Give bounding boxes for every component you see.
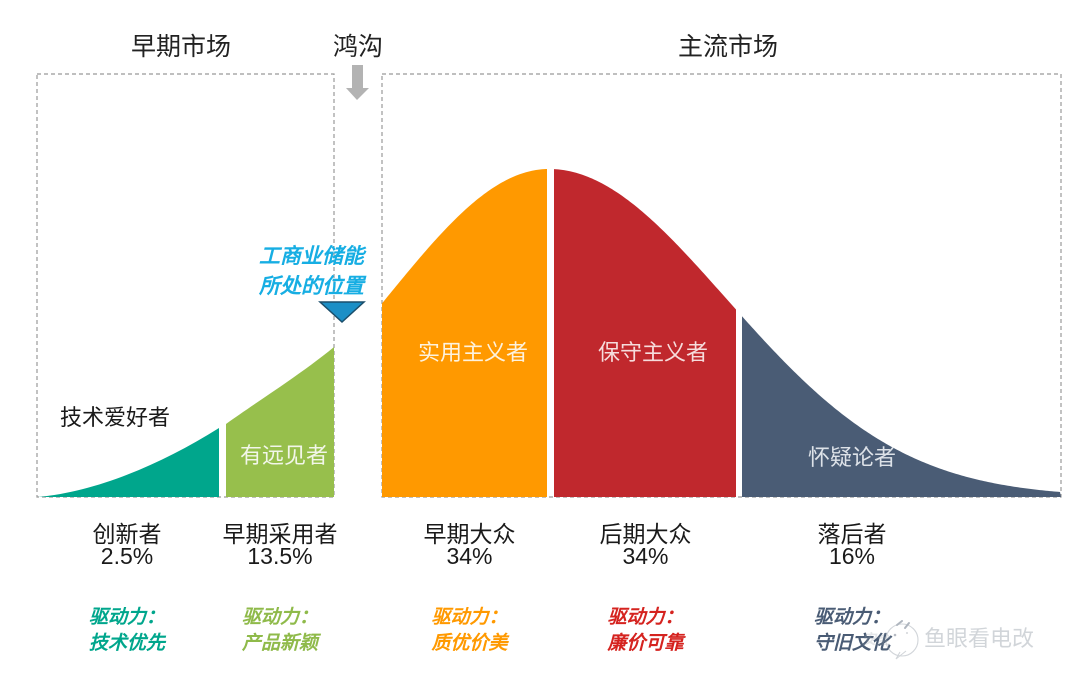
svg-text:鱼眼看电改: 鱼眼看电改 <box>924 626 1034 651</box>
